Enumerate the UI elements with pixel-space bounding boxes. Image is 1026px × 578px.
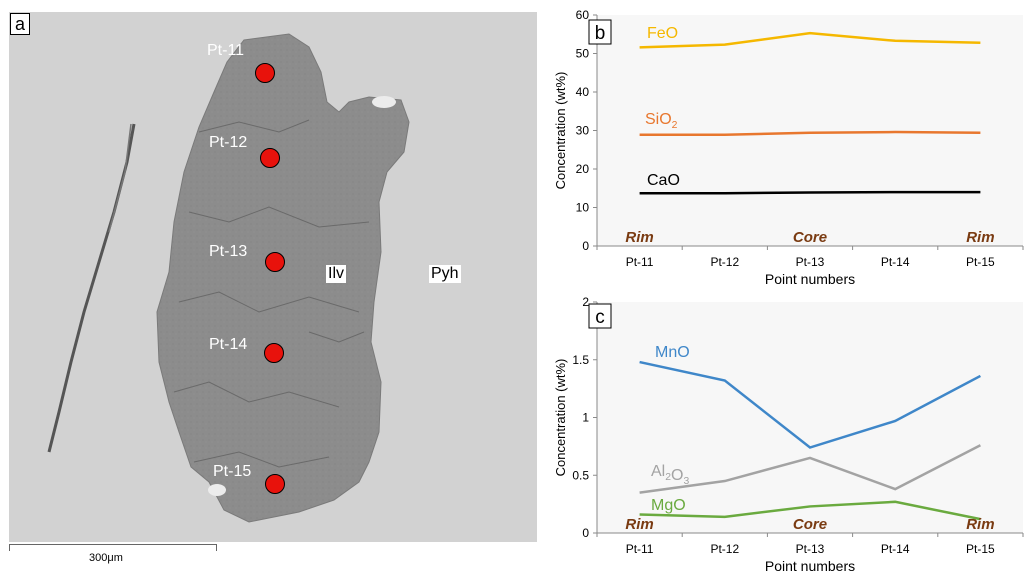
panel-label-b: b — [595, 23, 606, 44]
series-label-al2o3: Al2O3 — [651, 463, 689, 487]
x-axis-label: Point numbers — [765, 271, 855, 287]
point-marker — [255, 63, 275, 83]
y-tick-label: 10 — [576, 201, 590, 215]
point-label: Pt-13 — [209, 243, 248, 260]
point-marker — [264, 343, 284, 363]
panel-label-c: c — [595, 307, 605, 328]
y-tick-label: 20 — [576, 162, 590, 176]
point-label: Pt-15 — [213, 463, 252, 480]
x-axis-label: Point numbers — [765, 558, 855, 574]
plot-area — [597, 15, 1023, 246]
x-tick-label: Pt-14 — [881, 542, 910, 556]
point-markers — [255, 63, 285, 494]
x-tick-label: Pt-13 — [796, 542, 825, 556]
x-tick-label: Pt-15 — [966, 542, 995, 556]
position-annotation: Core — [793, 229, 827, 246]
series-label-feo: FeO — [647, 25, 678, 42]
panel-letter-box — [588, 303, 612, 329]
y-tick-label: 2 — [582, 295, 589, 309]
y-tick-label: 0.5 — [572, 468, 589, 482]
series-line-cao — [639, 190, 981, 195]
y-tick-label: 40 — [576, 85, 590, 99]
position-annotation: Rim — [625, 229, 653, 246]
bse-image: a Pt-11 Pt-12 Pt-13 Pt-14 Pt-15 Ilv Pyh — [9, 12, 537, 542]
series-label-mno: MnO — [655, 344, 690, 361]
x-tick-label: Pt-13 — [796, 255, 825, 269]
y-tick-label: 60 — [576, 8, 590, 22]
chart-b: 0 10 20 30 40 50 60 Pt-11 Pt-12 Pt-13 Pt-14 Pt-15 Po… — [553, 8, 1024, 287]
y-tick-label: 1 — [582, 411, 589, 425]
series-label-sio2: SiO2 — [645, 111, 678, 131]
scale-bar-label: 300μm — [89, 552, 123, 564]
position-annotation: Rim — [625, 516, 653, 533]
y-axis-label: Concentration (wt%) — [553, 72, 568, 190]
y-axis-label: Concentration (wt%) — [553, 359, 568, 477]
point-marker — [265, 252, 285, 272]
point-marker — [265, 474, 285, 494]
y-tick-label: 0 — [582, 239, 589, 253]
panel-letter-box — [588, 19, 612, 45]
position-annotation: Rim — [966, 229, 994, 246]
point-marker — [260, 148, 280, 168]
mineral-label-ilv: Ilv — [326, 265, 346, 283]
y-tick-label: 50 — [576, 47, 590, 61]
x-tick-label: Pt-12 — [710, 255, 739, 269]
x-tick-label: Pt-15 — [966, 255, 995, 269]
y-tick-label: 1.5 — [572, 353, 589, 367]
position-annotation: Core — [793, 516, 827, 533]
point-label: Pt-12 — [209, 134, 248, 151]
chart-c: 0 0.5 1 1.5 2 Pt-11 Pt-12 Pt-13 Pt-14 Pt-15 Point … — [553, 295, 1024, 574]
series-label-mgo: MgO — [651, 497, 686, 514]
point-label: Pt-11 — [207, 42, 245, 59]
point-label: Pt-14 — [209, 336, 248, 353]
x-tick-label: Pt-11 — [626, 255, 654, 269]
series-label-cao: CaO — [647, 172, 680, 189]
y-tick-label: 0 — [582, 526, 589, 540]
ilvaite-grain — [156, 33, 410, 523]
panel-label-a: a — [10, 13, 31, 35]
plot-area — [597, 302, 1023, 533]
y-tick-label: 30 — [576, 124, 590, 138]
scale-bar-line — [9, 544, 217, 551]
mineral-label-pyh: Pyh — [429, 265, 461, 283]
scale-bar: 300μm — [9, 542, 229, 572]
position-annotation: Rim — [966, 516, 994, 533]
x-tick-label: Pt-11 — [626, 542, 654, 556]
x-tick-label: Pt-14 — [881, 255, 910, 269]
x-tick-label: Pt-12 — [710, 542, 739, 556]
